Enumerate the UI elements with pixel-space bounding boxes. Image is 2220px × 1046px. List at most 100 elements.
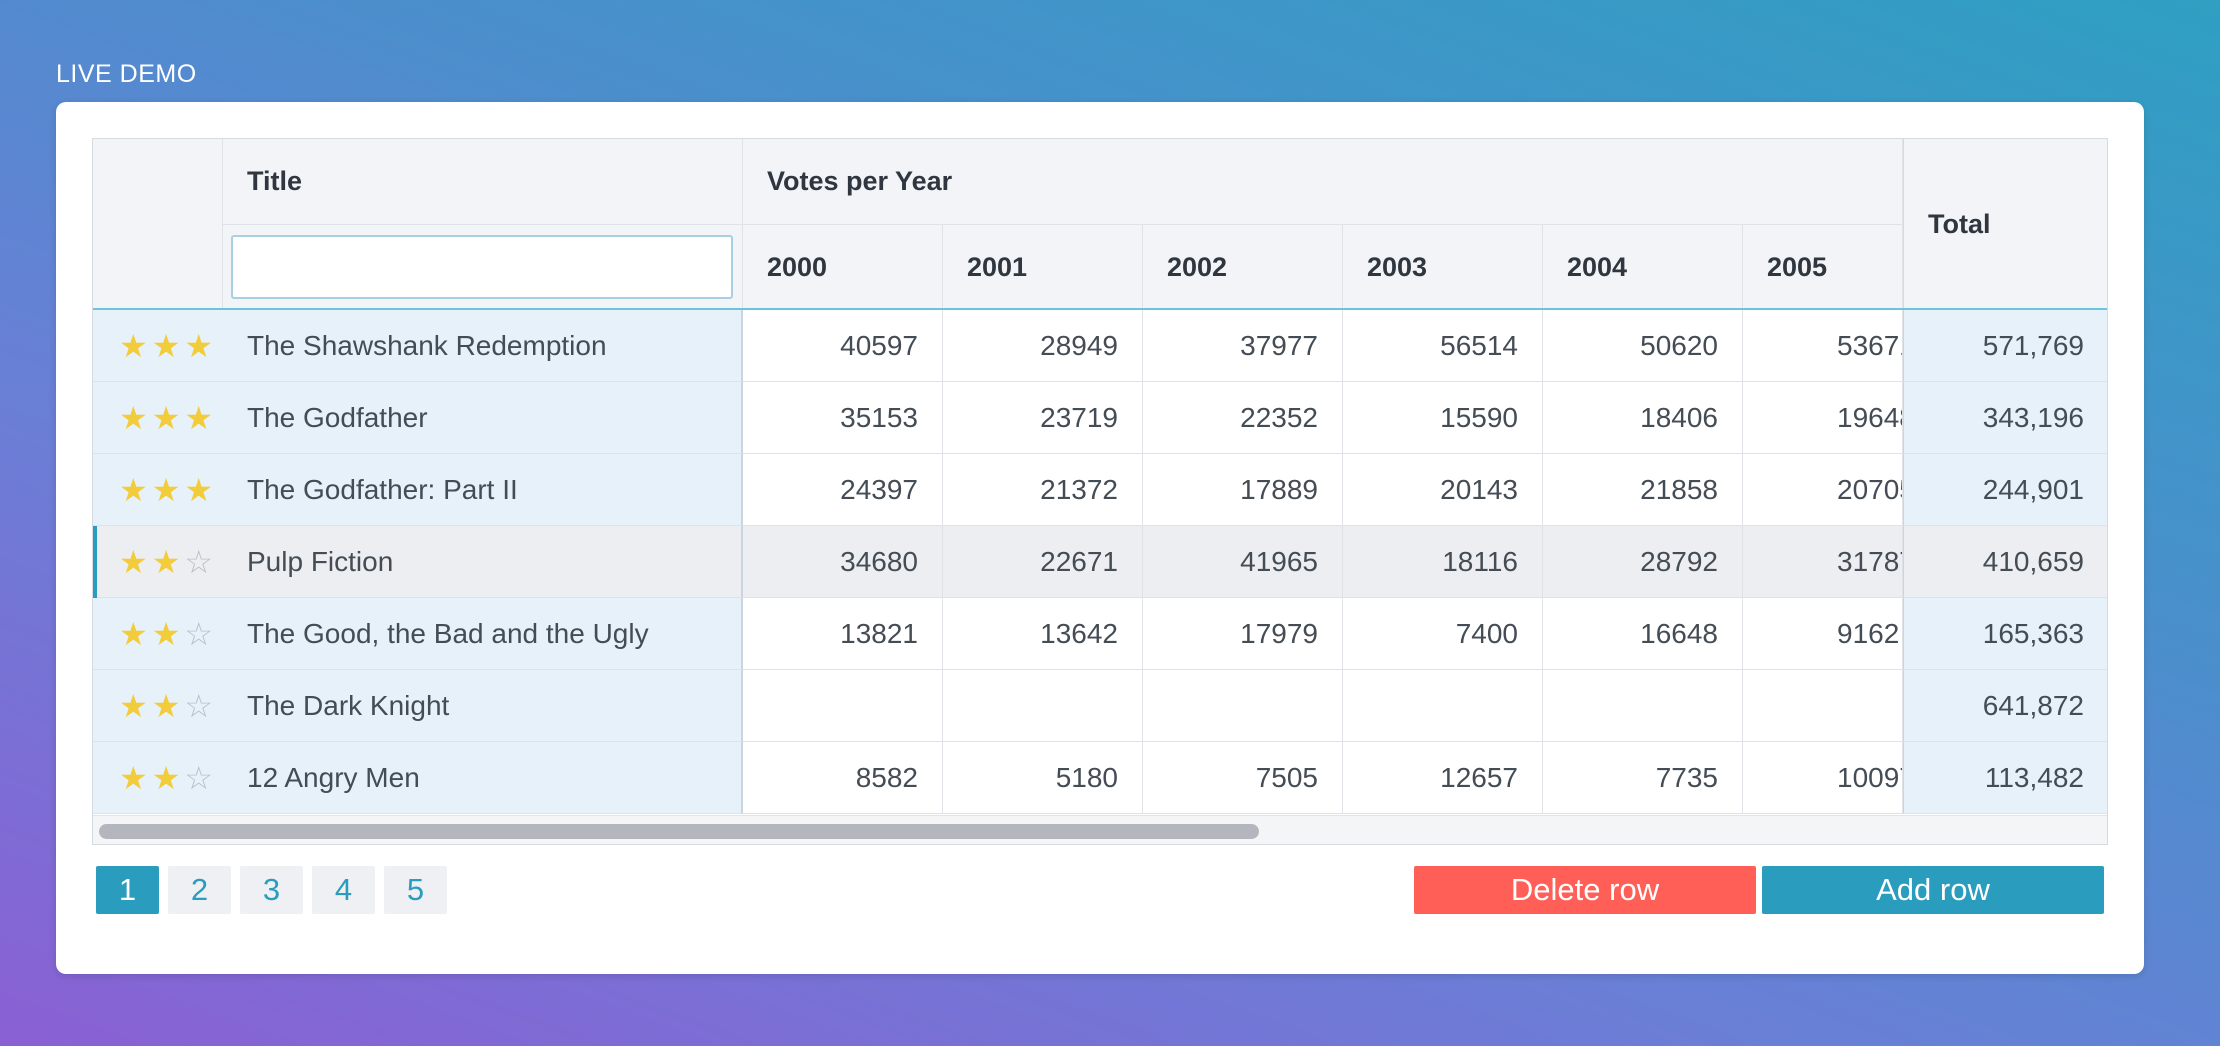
vote-cell[interactable]: 21372 [943, 454, 1143, 526]
vote-cell[interactable]: 7735 [1543, 742, 1743, 814]
vote-cell[interactable] [1743, 670, 1903, 742]
star-filled-icon[interactable]: ★ [119, 543, 148, 580]
rating-cell[interactable]: ★ ★ ☆ [93, 742, 223, 814]
vote-cell[interactable] [1143, 670, 1343, 742]
add-row-button[interactable]: Add row [1762, 866, 2104, 914]
vote-cell[interactable] [943, 670, 1143, 742]
vote-cell[interactable]: 22671 [943, 526, 1143, 598]
vote-cell[interactable]: 16648 [1543, 598, 1743, 670]
vote-cell[interactable]: 17889 [1143, 454, 1343, 526]
year-header[interactable]: 2005 [1743, 225, 1903, 309]
year-header[interactable]: 2003 [1343, 225, 1543, 309]
page-button-4[interactable]: 4 [312, 866, 375, 914]
star-filled-icon[interactable]: ★ [119, 471, 148, 508]
rating-cell[interactable]: ★ ★ ☆ [93, 598, 223, 670]
vote-cell[interactable]: 7400 [1343, 598, 1543, 670]
vote-cell[interactable] [1543, 670, 1743, 742]
vote-cell[interactable]: 10097 [1743, 742, 1903, 814]
title-cell[interactable]: The Godfather [223, 382, 743, 454]
year-header[interactable]: 2004 [1543, 225, 1743, 309]
title-cell[interactable]: 12 Angry Men [223, 742, 743, 814]
vote-cell[interactable]: 56514 [1343, 310, 1543, 382]
scrollbar-thumb[interactable] [99, 824, 1259, 839]
total-cell[interactable]: 113,482 [1903, 742, 2107, 814]
vote-cell[interactable] [1343, 670, 1543, 742]
star-filled-icon[interactable]: ★ [119, 687, 148, 724]
year-header[interactable]: 2002 [1143, 225, 1343, 309]
star-filled-icon[interactable]: ★ [119, 399, 148, 436]
star-filled-icon[interactable]: ★ [151, 471, 181, 508]
star-filled-icon[interactable]: ★ [151, 759, 181, 796]
total-cell[interactable]: 244,901 [1903, 454, 2107, 526]
vote-cell[interactable]: 34680 [743, 526, 943, 598]
vote-cell[interactable]: 13821 [743, 598, 943, 670]
vote-cell[interactable]: 37977 [1143, 310, 1343, 382]
vote-cell[interactable]: 5180 [943, 742, 1143, 814]
vote-cell[interactable]: 22352 [1143, 382, 1343, 454]
page-button-5[interactable]: 5 [384, 866, 447, 914]
vote-cell[interactable]: 20705 [1743, 454, 1903, 526]
rating-cell[interactable]: ★ ★ ★ [93, 382, 223, 454]
year-header[interactable]: 2001 [943, 225, 1143, 309]
horizontal-scrollbar[interactable] [93, 815, 2107, 844]
total-cell[interactable]: 165,363 [1903, 598, 2107, 670]
year-header[interactable]: 2000 [743, 225, 943, 309]
vote-cell[interactable]: 21858 [1543, 454, 1743, 526]
vote-cell[interactable]: 19648 [1743, 382, 1903, 454]
star-empty-icon[interactable]: ☆ [184, 543, 214, 580]
vote-cell[interactable]: 40597 [743, 310, 943, 382]
total-cell[interactable]: 641,872 [1903, 670, 2107, 742]
page-button-2[interactable]: 2 [168, 866, 231, 914]
star-filled-icon[interactable]: ★ [151, 687, 181, 724]
vote-cell[interactable]: 18406 [1543, 382, 1743, 454]
star-filled-icon[interactable]: ★ [119, 615, 148, 652]
title-cell[interactable]: The Godfather: Part II [223, 454, 743, 526]
rating-cell[interactable]: ★ ★ ☆ [93, 670, 223, 742]
vote-cell[interactable]: 28792 [1543, 526, 1743, 598]
vote-cell[interactable]: 18116 [1343, 526, 1543, 598]
star-filled-icon[interactable]: ★ [184, 327, 214, 364]
page-button-3[interactable]: 3 [240, 866, 303, 914]
vote-cell[interactable]: 31787 [1743, 526, 1903, 598]
total-cell[interactable]: 410,659 [1903, 526, 2107, 598]
total-cell[interactable]: 571,769 [1903, 310, 2107, 382]
star-filled-icon[interactable]: ★ [119, 759, 148, 796]
vote-cell[interactable]: 53671 [1743, 310, 1903, 382]
total-cell[interactable]: 343,196 [1903, 382, 2107, 454]
rating-cell[interactable]: ★ ★ ★ [93, 310, 223, 382]
vote-cell[interactable]: 17979 [1143, 598, 1343, 670]
vote-cell[interactable]: 41965 [1143, 526, 1343, 598]
star-filled-icon[interactable]: ★ [151, 399, 181, 436]
title-cell[interactable]: Pulp Fiction [223, 526, 743, 598]
title-header[interactable]: Title [223, 139, 743, 225]
rating-cell[interactable]: ★ ★ ★ [93, 454, 223, 526]
vote-cell[interactable]: 23719 [943, 382, 1143, 454]
star-filled-icon[interactable]: ★ [151, 327, 181, 364]
total-header[interactable]: Total [1903, 139, 2107, 309]
vote-cell[interactable] [743, 670, 943, 742]
title-cell[interactable]: The Dark Knight [223, 670, 743, 742]
vote-cell[interactable]: 24397 [743, 454, 943, 526]
title-cell[interactable]: The Good, the Bad and the Ugly [223, 598, 743, 670]
vote-cell[interactable]: 7505 [1143, 742, 1343, 814]
vote-cell[interactable]: 35153 [743, 382, 943, 454]
star-empty-icon[interactable]: ☆ [184, 687, 214, 724]
vote-cell[interactable]: 50620 [1543, 310, 1743, 382]
page-button-1[interactable]: 1 [96, 866, 159, 914]
star-filled-icon[interactable]: ★ [151, 615, 181, 652]
vote-cell[interactable]: 8582 [743, 742, 943, 814]
vote-cell[interactable]: 28949 [943, 310, 1143, 382]
star-filled-icon[interactable]: ★ [184, 471, 214, 508]
star-filled-icon[interactable]: ★ [184, 399, 214, 436]
delete-row-button[interactable]: Delete row [1414, 866, 1756, 914]
star-filled-icon[interactable]: ★ [119, 327, 148, 364]
star-empty-icon[interactable]: ☆ [184, 759, 214, 796]
vote-cell[interactable]: 12657 [1343, 742, 1543, 814]
star-empty-icon[interactable]: ☆ [184, 615, 214, 652]
rating-cell[interactable]: ★ ★ ☆ [93, 526, 223, 598]
vote-cell[interactable]: 9162 [1743, 598, 1903, 670]
vote-cell[interactable]: 15590 [1343, 382, 1543, 454]
vote-cell[interactable]: 20143 [1343, 454, 1543, 526]
star-filled-icon[interactable]: ★ [151, 543, 181, 580]
vote-cell[interactable]: 13642 [943, 598, 1143, 670]
